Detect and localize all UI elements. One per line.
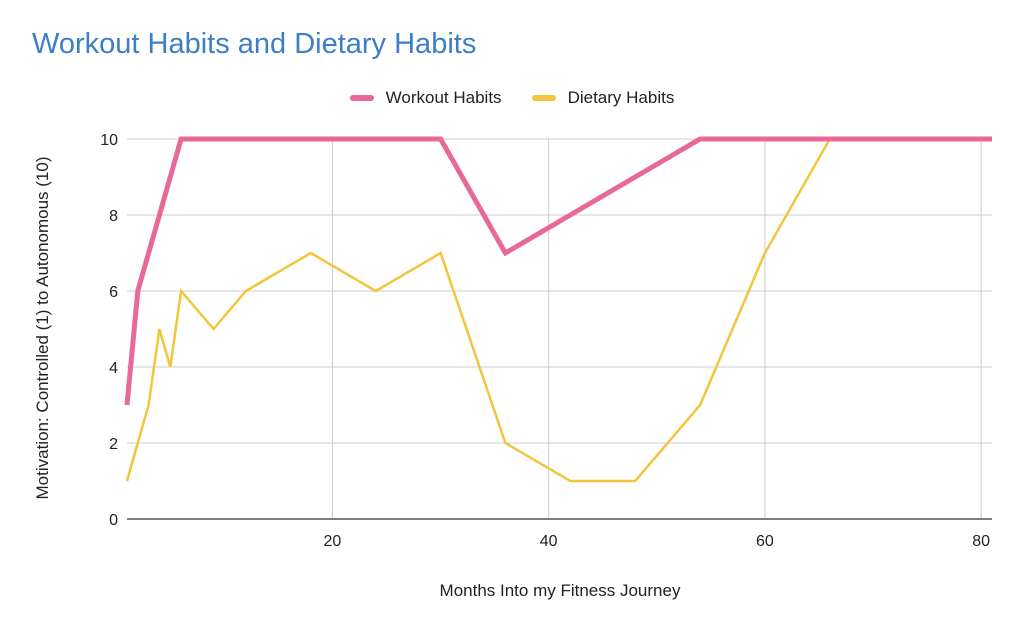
series-line-workout <box>124 136 992 406</box>
legend-swatch-dietary <box>531 95 556 101</box>
gridlines <box>127 138 992 519</box>
legend: Workout Habits Dietary Habits <box>0 86 1024 110</box>
y-tick-label: 4 <box>109 360 118 377</box>
y-tick-label: 0 <box>109 512 118 529</box>
series-line-dietary <box>125 137 992 483</box>
legend-label-dietary: Dietary Habits <box>567 88 675 107</box>
y-axis-title: Motivation: Controlled (1) to Autonomous… <box>33 156 52 499</box>
x-tick-label: 80 <box>972 533 990 550</box>
legend-item-dietary[interactable]: Dietary Habits <box>531 88 675 108</box>
y-tick-label: 2 <box>109 436 118 453</box>
legend-label-workout: Workout Habits <box>385 88 502 107</box>
series-layer <box>124 136 992 483</box>
x-tick-label: 60 <box>756 533 774 550</box>
legend-swatch-workout <box>349 95 374 101</box>
chart-title: Workout Habits and Dietary Habits <box>32 28 477 60</box>
legend-item-workout[interactable]: Workout Habits <box>349 88 502 108</box>
x-tick-label: 20 <box>324 533 342 550</box>
y-tick-label: 6 <box>109 284 118 301</box>
x-tick-label: 40 <box>540 533 558 550</box>
tick-labels: 0 2 4 6 8 10 20 40 60 80 <box>100 132 990 550</box>
x-axis-title: Months Into my Fitness Journey <box>440 581 681 600</box>
y-tick-label: 8 <box>109 208 118 225</box>
y-tick-label: 10 <box>100 132 118 149</box>
